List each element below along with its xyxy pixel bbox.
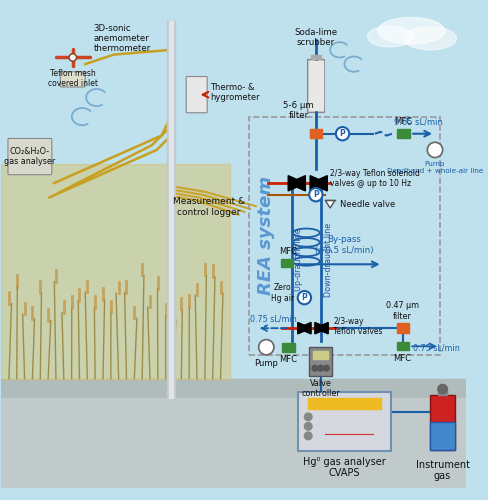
Text: 0.75 sL/min: 0.75 sL/min (249, 314, 296, 323)
Circle shape (312, 366, 318, 371)
Bar (397, 324, 409, 333)
Circle shape (438, 384, 447, 394)
Text: 0.75 sL/min: 0.75 sL/min (413, 344, 460, 352)
Text: MFC: MFC (394, 117, 412, 126)
Bar (438, 389, 447, 395)
Text: MFC: MFC (279, 355, 297, 364)
Bar (430, 422, 455, 450)
Text: Valve
controller: Valve controller (301, 378, 340, 398)
Text: Instrument
gas: Instrument gas (416, 460, 469, 481)
Text: Needle valve: Needle valve (340, 200, 395, 208)
Bar (249, 116, 440, 355)
Bar (430, 395, 455, 450)
Circle shape (259, 340, 274, 355)
Text: Pump: Pump (254, 358, 278, 368)
Text: REA system: REA system (257, 176, 275, 296)
Circle shape (336, 127, 349, 140)
Circle shape (305, 432, 312, 440)
Text: By-pass
(>0.5 sL/min): By-pass (>0.5 sL/min) (315, 236, 374, 255)
FancyBboxPatch shape (298, 392, 391, 451)
Polygon shape (288, 176, 305, 191)
Bar (1, 378, 467, 488)
Text: CO₂&H₂O-
gas analyser: CO₂&H₂O- gas analyser (4, 147, 56, 167)
Text: Thermo- &
hygrometer: Thermo- & hygrometer (210, 83, 260, 102)
Text: P: P (313, 190, 319, 199)
Text: Measurement &
control logger: Measurement & control logger (173, 198, 245, 217)
Circle shape (324, 366, 329, 371)
Ellipse shape (378, 18, 445, 44)
Polygon shape (325, 200, 335, 208)
Circle shape (71, 56, 75, 60)
Text: Hg⁰ gas analyser
CVAPS: Hg⁰ gas analyser CVAPS (303, 457, 386, 478)
Polygon shape (298, 322, 311, 334)
FancyBboxPatch shape (186, 76, 207, 112)
Text: 2/3-way
Teflon valves: 2/3-way Teflon valves (333, 316, 383, 336)
Bar (310, 129, 322, 138)
Bar (1, 398, 467, 488)
Circle shape (309, 188, 323, 202)
Bar (308, 398, 381, 409)
Polygon shape (298, 322, 311, 334)
Text: Down-draught line: Down-draught line (324, 222, 333, 296)
Polygon shape (1, 164, 230, 378)
Bar (309, 62, 323, 110)
Text: 2/3-way Teflon solenoid
valves @ up to 10 Hz: 2/3-way Teflon solenoid valves @ up to 1… (330, 169, 420, 188)
Bar (397, 129, 410, 138)
Polygon shape (315, 322, 328, 334)
Text: Zero
Hg air: Zero Hg air (271, 283, 294, 302)
Circle shape (305, 413, 312, 420)
Circle shape (69, 54, 77, 62)
Bar (313, 351, 328, 358)
Bar (397, 342, 409, 350)
FancyBboxPatch shape (8, 138, 52, 174)
Bar (283, 344, 295, 352)
Circle shape (318, 366, 324, 371)
Text: MFC: MFC (394, 354, 411, 363)
Bar (311, 54, 321, 60)
Bar (169, 21, 173, 398)
Text: P: P (340, 129, 346, 138)
Polygon shape (310, 176, 327, 191)
Polygon shape (310, 176, 327, 191)
Text: MFC: MFC (279, 246, 297, 256)
Circle shape (305, 422, 312, 430)
Circle shape (427, 142, 443, 158)
Text: 9.65 sL/min: 9.65 sL/min (394, 117, 443, 126)
Bar (167, 21, 175, 398)
Polygon shape (288, 176, 305, 191)
Text: 3D-sonic
anemometer
thermometer: 3D-sonic anemometer thermometer (94, 24, 151, 54)
Bar (281, 258, 293, 267)
Ellipse shape (404, 27, 456, 50)
Text: 0.47 μm
filter: 0.47 μm filter (386, 301, 419, 320)
Text: 5-6 μm
filter: 5-6 μm filter (284, 101, 314, 120)
Text: Up-draught line: Up-draught line (294, 228, 303, 291)
Bar (307, 60, 325, 112)
Text: Pump
Deadband + whole-air line: Pump Deadband + whole-air line (387, 162, 483, 174)
Bar (309, 347, 332, 376)
Text: Soda-lime
scrubber: Soda-lime scrubber (294, 28, 337, 47)
Ellipse shape (367, 26, 413, 47)
Text: Teflon mesh
covered inlet: Teflon mesh covered inlet (48, 68, 98, 88)
Polygon shape (315, 322, 328, 334)
FancyBboxPatch shape (61, 72, 85, 87)
Text: P: P (302, 293, 307, 302)
Circle shape (298, 291, 311, 304)
